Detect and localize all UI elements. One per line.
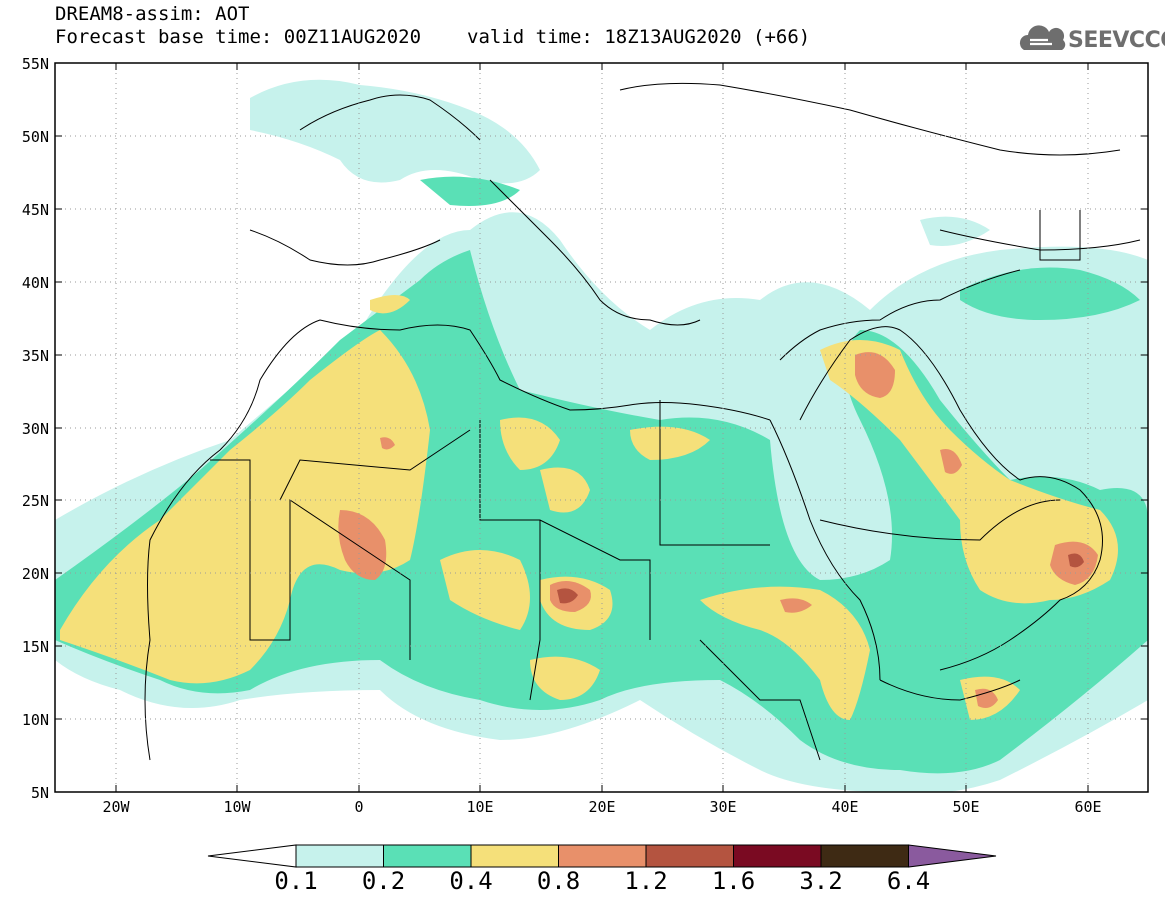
lat-label: 25N bbox=[22, 492, 49, 510]
lat-label: 55N bbox=[22, 55, 49, 73]
colorbar-extend-low bbox=[207, 844, 297, 868]
map-title: DREAM8-assim: AOT bbox=[55, 3, 250, 25]
colorbar-extend-high bbox=[908, 844, 997, 868]
colorbar-level-label: 0.8 bbox=[536, 867, 581, 895]
colorbar-swatch bbox=[295, 844, 384, 868]
colorbar-swatch bbox=[558, 844, 647, 868]
colorbar-level-label: 0.4 bbox=[449, 867, 493, 895]
colorbar-swatch bbox=[645, 844, 734, 868]
time-info: Forecast base time: 00Z11AUG2020 valid ti… bbox=[55, 27, 810, 47]
lat-label: 10N bbox=[22, 711, 49, 729]
lon-label: 50E bbox=[952, 798, 979, 816]
colorbar bbox=[207, 844, 997, 868]
colorbar-level-label: 6.4 bbox=[886, 867, 931, 895]
cloud-icon bbox=[1019, 25, 1066, 50]
lat-label: 45N bbox=[22, 201, 49, 219]
lat-label: 15N bbox=[22, 638, 49, 656]
lon-label: 20W bbox=[102, 798, 130, 816]
lat-label: 35N bbox=[22, 347, 49, 365]
colorbar-swatch bbox=[470, 844, 559, 868]
lon-labels: 20W 10W 0 10E 20E 30E 40E 50E 60E bbox=[102, 798, 1101, 816]
aot-contours bbox=[55, 79, 1148, 792]
lat-label: 5N bbox=[31, 784, 49, 802]
lon-label: 0 bbox=[354, 798, 363, 816]
coastlines bbox=[144, 82, 1141, 761]
lat-label: 50N bbox=[22, 128, 49, 146]
colorbar-swatch bbox=[383, 844, 472, 868]
lon-label: 20E bbox=[588, 798, 615, 816]
lon-label: 10E bbox=[466, 798, 493, 816]
tick-marks bbox=[55, 62, 1148, 792]
forecast-base-time: Forecast base time: 00Z11AUG2020 bbox=[55, 26, 422, 48]
gridlines bbox=[55, 63, 1148, 792]
logo-text: SEEVCCC bbox=[1068, 28, 1165, 53]
lon-label: 60E bbox=[1074, 798, 1101, 816]
lat-label: 40N bbox=[22, 274, 49, 292]
lat-label: 20N bbox=[22, 565, 49, 583]
colorbar-swatch bbox=[820, 844, 909, 868]
colorbar-level-label: 1.6 bbox=[711, 867, 756, 895]
lat-label: 30N bbox=[22, 420, 49, 438]
lon-label: 40E bbox=[831, 798, 858, 816]
colorbar-level-label: 1.2 bbox=[624, 867, 668, 895]
valid-time: valid time: 18Z13AUG2020 (+66) bbox=[467, 26, 811, 48]
lon-label: 30E bbox=[709, 798, 736, 816]
colorbar-swatch bbox=[733, 844, 822, 868]
colorbar-level-label: 0.1 bbox=[274, 867, 318, 895]
lon-label: 10W bbox=[223, 798, 251, 816]
colorbar-level-label: 3.2 bbox=[799, 867, 843, 895]
lat-labels: 55N 50N 45N 40N 35N 30N 25N 20N 15N 10N … bbox=[22, 55, 49, 802]
colorbar-level-label: 0.2 bbox=[361, 867, 406, 895]
